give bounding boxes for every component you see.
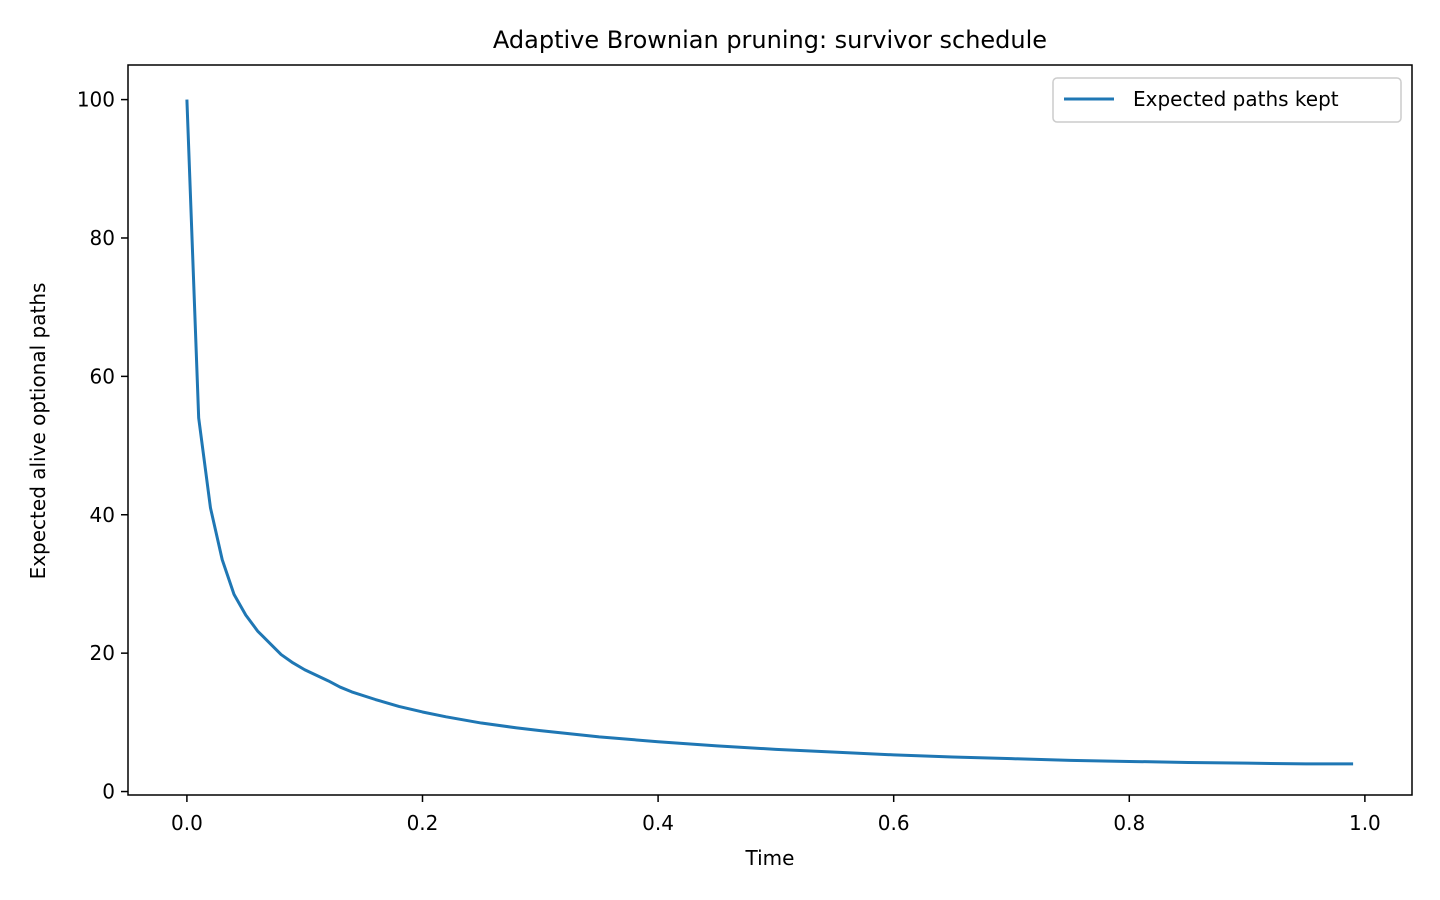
y-axis-label: Expected alive optional paths <box>26 283 50 580</box>
legend-label: Expected paths kept <box>1133 87 1339 111</box>
y-tick-label: 100 <box>77 88 115 112</box>
y-tick-label: 20 <box>90 641 115 665</box>
series-line-0 <box>185 99 1354 766</box>
plot-area <box>185 99 1354 766</box>
axis-ticks: 0.0 0.2 0.4 0.6 0.8 1.0 0 20 40 60 80 100 <box>77 88 1381 835</box>
x-tick-label: 1.0 <box>1349 811 1381 835</box>
y-tick-label: 40 <box>90 503 115 527</box>
y-tick-label: 0 <box>102 780 115 804</box>
legend: Expected paths kept <box>1052 77 1402 123</box>
x-tick-label: 0.6 <box>878 811 910 835</box>
x-axis-label: Time <box>745 846 795 870</box>
legend-box <box>1052 77 1402 123</box>
y-tick-label: 80 <box>90 226 115 250</box>
chart-title: Adaptive Brownian pruning: survivor sche… <box>493 26 1047 54</box>
axes-frame <box>127 64 1413 796</box>
x-tick-label: 0.4 <box>642 811 674 835</box>
y-tick-label: 60 <box>90 364 115 388</box>
x-tick-label: 0.0 <box>171 811 203 835</box>
x-tick-label: 0.2 <box>407 811 439 835</box>
x-tick-label: 0.8 <box>1113 811 1145 835</box>
